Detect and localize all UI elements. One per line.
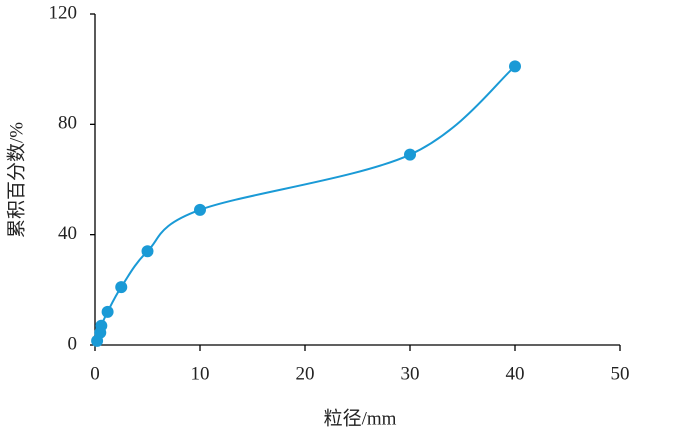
y-tick-label: 40: [58, 223, 77, 244]
data-point: [194, 203, 206, 216]
data-point: [509, 60, 521, 73]
x-tick-label: 40: [506, 363, 525, 384]
data-point: [141, 245, 154, 258]
data-point: [115, 281, 128, 294]
x-tick-label: 50: [611, 363, 630, 384]
y-tick-label: 0: [68, 333, 78, 354]
y-tick-label: 80: [58, 113, 77, 134]
x-axis-label: 粒径/mm: [324, 407, 397, 429]
data-point: [101, 305, 114, 318]
data-point: [404, 148, 416, 161]
x-tick-label: 30: [401, 363, 420, 384]
x-tick-label: 10: [191, 363, 210, 384]
x-tick-label: 20: [296, 363, 315, 384]
y-tick-label: 120: [49, 2, 78, 23]
x-tick-label: 0: [90, 363, 100, 384]
data-point: [95, 319, 108, 332]
data-line: [96, 65, 516, 342]
y-axis-label: 累积百分数/%: [5, 122, 27, 238]
